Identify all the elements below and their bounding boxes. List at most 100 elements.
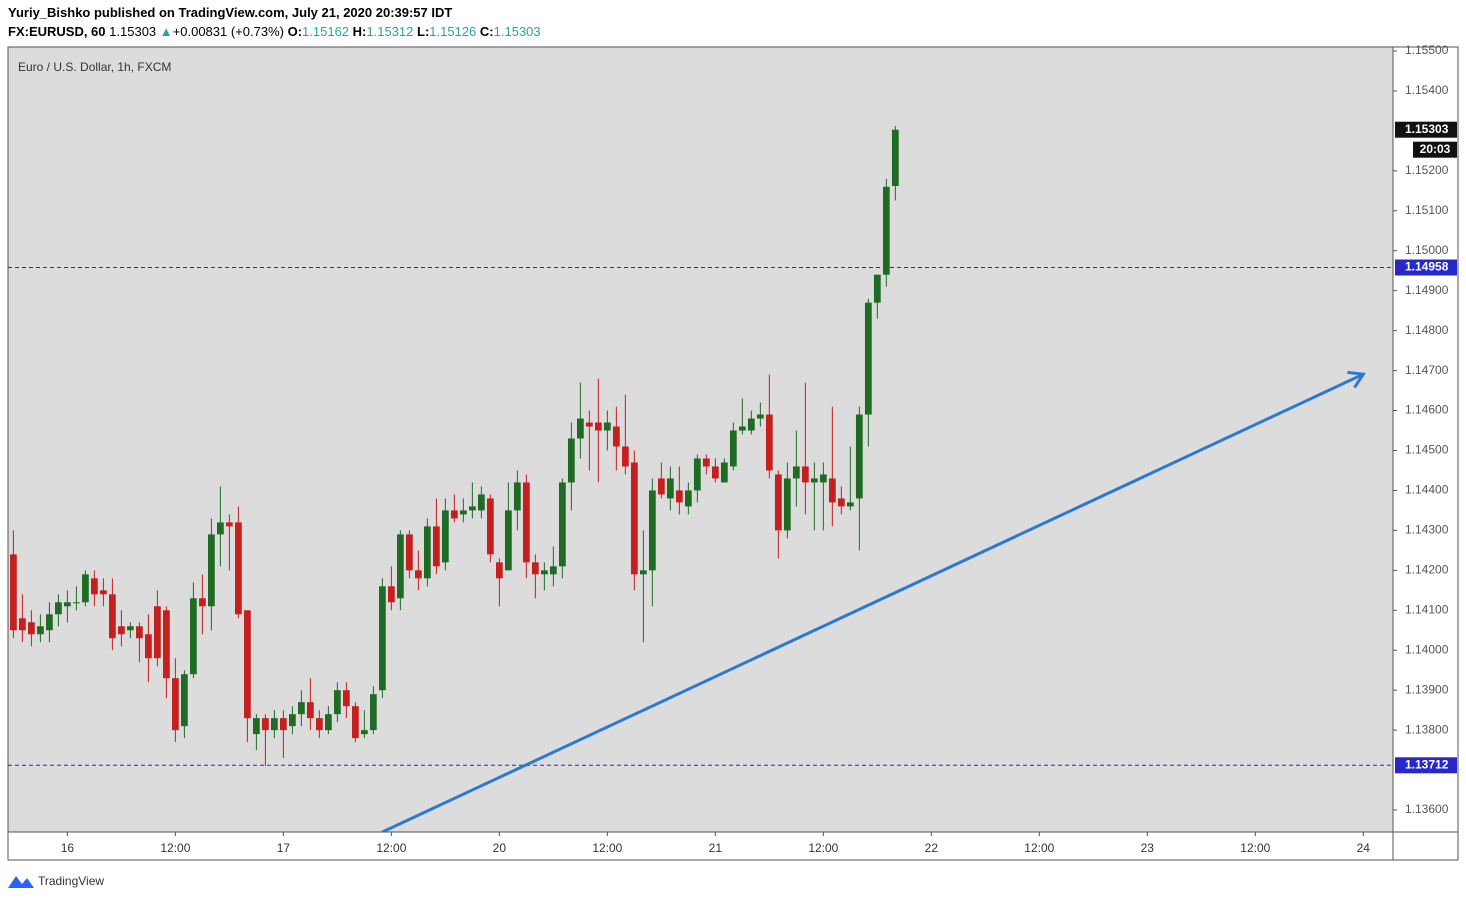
x-tick-label: 20	[493, 841, 507, 855]
candle-body	[504, 510, 512, 571]
candle-body	[91, 578, 98, 595]
candle-body	[352, 706, 359, 739]
l: 1.15126	[429, 24, 476, 39]
candle-body	[396, 534, 404, 599]
candle-body	[334, 690, 341, 715]
c-label: C:	[480, 24, 494, 39]
candle-body	[873, 274, 881, 303]
candle-body	[127, 626, 134, 631]
trendline	[381, 372, 1364, 832]
level-badge	[1395, 757, 1457, 774]
publisher: Yuriy_Bishko published on TradingView.co…	[8, 5, 452, 20]
candle-body	[37, 626, 44, 635]
candle-body	[576, 418, 584, 439]
candle-body	[136, 626, 143, 639]
x-tick-label: 21	[709, 841, 723, 855]
x-tick-label: 22	[925, 841, 939, 855]
candle-body	[289, 714, 296, 727]
y-tick-label: 1.14100	[1405, 602, 1449, 616]
countdown-badge	[1413, 141, 1457, 158]
candle-body	[648, 490, 656, 571]
y-tick-label: 1.14000	[1405, 642, 1449, 656]
candle-body	[792, 466, 800, 479]
candle-body	[387, 586, 395, 603]
candle-body	[154, 606, 161, 659]
candle-body	[531, 562, 539, 575]
candle-body	[235, 522, 242, 615]
candle-body	[810, 478, 818, 483]
candle-body	[882, 186, 890, 275]
candle-body	[666, 478, 674, 499]
symbol: FX:EURUSD, 60	[8, 24, 106, 39]
candle-body	[109, 594, 116, 639]
last-price-label: 1.15303	[1405, 122, 1449, 136]
last: 1.15303	[109, 24, 156, 39]
x-tick-label: 12:00	[592, 841, 622, 855]
y-tick-label: 1.14800	[1405, 323, 1449, 337]
candle-body	[271, 718, 278, 731]
y-tick-label: 1.15500	[1405, 43, 1449, 57]
level-label: 1.14958	[1405, 260, 1449, 274]
candle-body	[190, 598, 197, 675]
candle-body	[495, 562, 503, 579]
candle-body	[855, 414, 863, 499]
candle-body	[432, 526, 440, 567]
candle-body	[693, 458, 701, 491]
level-badge	[1395, 259, 1457, 276]
candle-body	[325, 714, 332, 731]
candle-body	[55, 602, 62, 615]
candle-body	[549, 566, 557, 575]
y-tick-label: 1.14200	[1405, 563, 1449, 577]
trendline-arrowhead	[1347, 370, 1366, 389]
candle-body	[513, 482, 521, 511]
candle-body	[756, 414, 764, 419]
candle-body	[262, 718, 269, 731]
candle-body	[603, 422, 611, 431]
candle-body	[567, 438, 575, 483]
candle-body	[414, 570, 422, 579]
candle-body	[181, 674, 188, 727]
x-tick-label: 16	[61, 841, 75, 855]
y-tick-label: 1.15000	[1405, 243, 1449, 257]
candle-body	[630, 462, 638, 575]
y-tick-label: 1.14300	[1405, 523, 1449, 537]
x-tick-label: 12:00	[808, 841, 838, 855]
x-tick-label: 12:00	[376, 841, 406, 855]
candle-body	[684, 490, 692, 507]
y-tick-label: 1.14700	[1405, 363, 1449, 377]
candle-body	[405, 534, 413, 571]
plot-background	[8, 47, 1393, 832]
candle-body	[163, 610, 170, 679]
candle-body	[343, 690, 350, 707]
logo	[8, 876, 34, 888]
o-label: O:	[288, 24, 302, 39]
plot	[8, 126, 1393, 832]
x-tick-label: 23	[1141, 841, 1155, 855]
candle-body	[208, 534, 215, 607]
candle-body	[486, 498, 494, 555]
candle-body	[307, 702, 314, 719]
publish-info: Yuriy_Bishko published on TradingView.co…	[8, 5, 452, 20]
candle-body	[891, 129, 899, 187]
candle-body	[720, 462, 728, 483]
candle-body	[612, 426, 620, 447]
candle-body	[828, 478, 836, 503]
candle-body	[522, 482, 530, 563]
candle-body	[747, 418, 755, 431]
candle-body	[316, 718, 323, 731]
candle-body	[594, 422, 602, 431]
candle-body	[864, 302, 872, 415]
countdown: 20:03	[1420, 142, 1451, 156]
candle-body	[73, 602, 80, 604]
o: 1.15162	[302, 24, 349, 39]
arrow: ▲	[160, 24, 173, 39]
candle-body	[774, 474, 782, 531]
candle-body	[468, 506, 476, 511]
candle-body	[145, 634, 152, 659]
level-label: 1.13712	[1405, 757, 1449, 771]
candle-body	[10, 554, 17, 631]
y-tick-label: 1.14600	[1405, 403, 1449, 417]
y-tick-label: 1.13900	[1405, 682, 1449, 696]
candle-body	[226, 522, 233, 527]
